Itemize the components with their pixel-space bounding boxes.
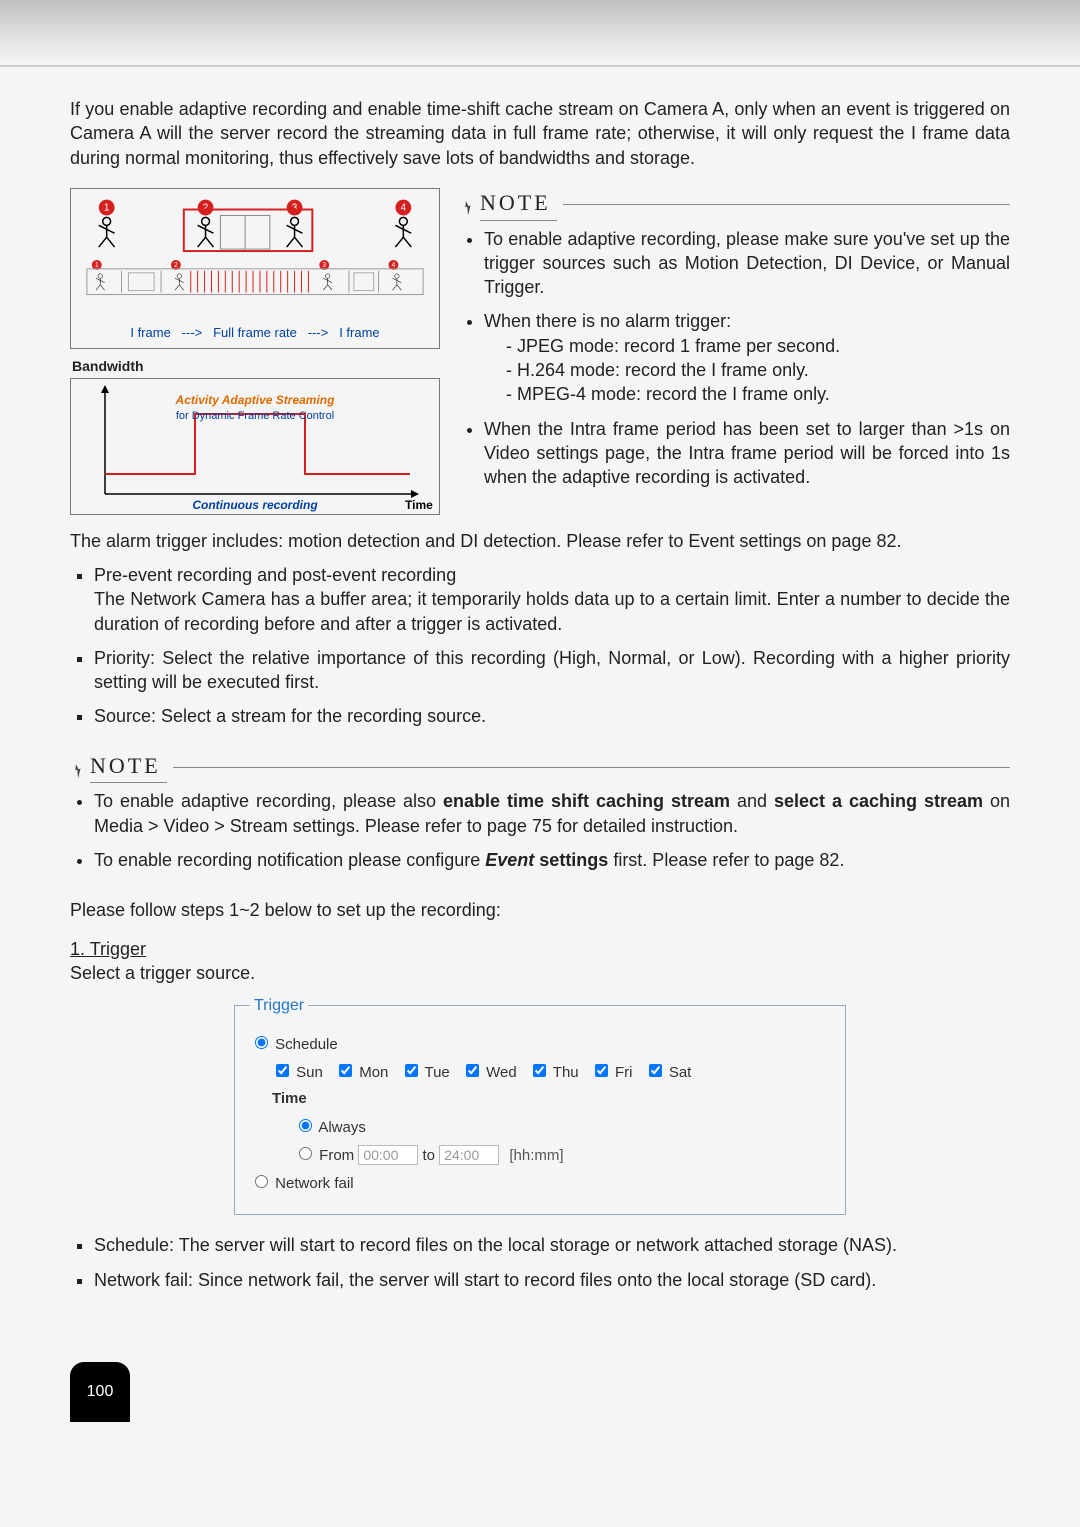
square-bullet-list: Pre-event recording and post-event recor… [70,563,1010,729]
top-gradient-bar [0,0,1080,67]
note1-item: When the Intra frame period has been set… [484,417,1010,490]
note1-item: To enable adaptive recording, please mak… [484,227,1010,300]
pin-icon [67,756,86,778]
day-checkbox[interactable]: Thu [529,1064,579,1081]
network-fail-radio[interactable]: Network fail [250,1175,354,1192]
day-checkbox[interactable]: Sun [272,1064,323,1081]
network-fail-radio-input[interactable] [255,1175,268,1188]
alarm-line: The alarm trigger includes: motion detec… [70,529,1010,553]
sq-item: Schedule: The server will start to recor… [94,1233,1010,1257]
days-row: Sun Mon Tue Wed Thu Fri Sat [272,1061,830,1083]
note2-list: To enable adaptive recording, please als… [70,789,1010,872]
svg-text:2: 2 [174,262,178,269]
from-radio[interactable]: From [294,1147,358,1164]
svg-text:2: 2 [203,202,209,213]
day-checkbox[interactable]: Mon [335,1064,388,1081]
always-radio[interactable]: Always [294,1119,366,1136]
svg-text:1: 1 [104,202,110,213]
bandwidth-label: Bandwidth [72,357,440,376]
sq-item: Network fail: Since network fail, the se… [94,1268,1010,1292]
svg-text:3: 3 [292,202,298,213]
day-checkbox[interactable]: Sat [645,1064,692,1081]
svg-text:1: 1 [95,262,99,269]
pin-icon [457,193,476,215]
time-hint: [hh:mm] [509,1147,563,1164]
sq-item: Pre-event recording and post-event recor… [94,563,1010,636]
right-note-list: To enable adaptive recording, please mak… [460,227,1010,490]
steps-intro: Please follow steps 1~2 below to set up … [70,898,1010,922]
svg-text:3: 3 [322,262,326,269]
trigger-legend: Trigger [250,995,308,1017]
svg-text:Continuous recording: Continuous recording [192,498,318,512]
bottom-square-list: Schedule: The server will start to recor… [70,1233,1010,1292]
note-heading-1: NOTE [460,188,1010,221]
note-heading-2: NOTE [70,751,1010,784]
time-header: Time [272,1089,830,1109]
diagram1-footer: I frame ---> Full frame rate ---> I fram… [77,324,433,342]
trigger-fieldset: Trigger Schedule Sun Mon Tue Wed Thu Fri… [234,995,846,1215]
page-footer: 100 [0,1342,1080,1422]
note2-item: To enable adaptive recording, please als… [94,789,1010,838]
svg-text:4: 4 [392,262,396,269]
svg-text:Time: Time [405,498,433,512]
schedule-radio-input[interactable] [255,1036,268,1049]
day-checkbox[interactable]: Fri [591,1064,633,1081]
svg-text:Activity Adaptive Streaming: Activity Adaptive Streaming [175,393,336,407]
sq-item: Source: Select a stream for the recordin… [94,704,1010,728]
page-content: If you enable adaptive recording and ena… [0,67,1080,1312]
day-checkbox[interactable]: Tue [401,1064,450,1081]
to-time-input[interactable] [439,1145,499,1165]
page-number-tab: 100 [70,1362,130,1422]
always-radio-input[interactable] [299,1119,312,1132]
note1-item: When there is no alarm trigger: - JPEG m… [484,309,1010,406]
from-time-input[interactable] [358,1145,418,1165]
svg-text:for Dynamic Frame Rate Control: for Dynamic Frame Rate Control [176,410,334,422]
svg-text:4: 4 [401,202,407,213]
sq-item: Priority: Select the relative importance… [94,646,1010,695]
diagram-frames: 1 2 3 4 [70,188,440,349]
step1-title: 1. Trigger [70,939,146,959]
diagram-bandwidth: Activity Adaptive Streaming for Dynamic … [70,378,440,515]
from-radio-input[interactable] [299,1147,312,1160]
note2-item: To enable recording notification please … [94,848,1010,872]
intro-paragraph: If you enable adaptive recording and ena… [70,97,1010,170]
step1-subtitle: Select a trigger source. [70,963,255,983]
day-checkbox[interactable]: Wed [462,1064,517,1081]
schedule-radio[interactable]: Schedule [250,1036,338,1053]
